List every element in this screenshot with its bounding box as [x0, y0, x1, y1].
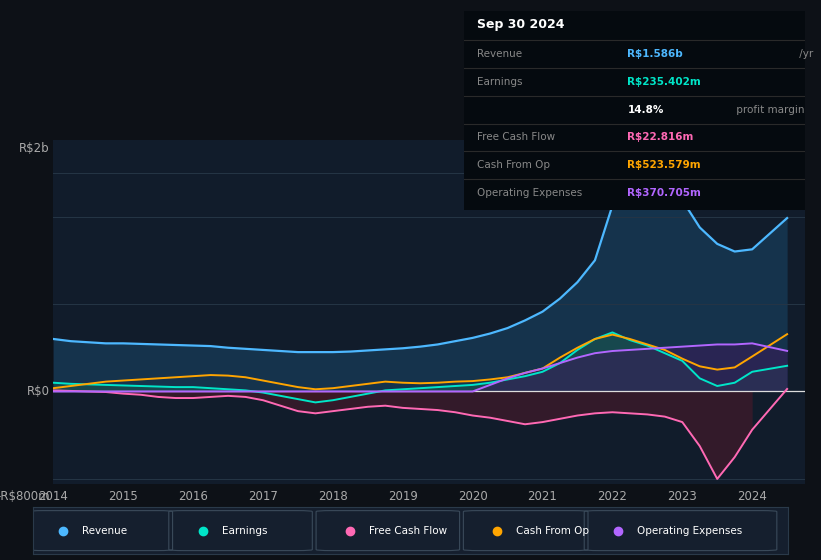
Text: profit margin: profit margin — [733, 105, 805, 115]
Text: Revenue: Revenue — [478, 49, 523, 59]
Text: R$235.402m: R$235.402m — [627, 77, 701, 87]
Text: Operating Expenses: Operating Expenses — [478, 188, 583, 198]
Text: 14.8%: 14.8% — [627, 105, 664, 115]
Text: Revenue: Revenue — [82, 526, 127, 535]
Text: Earnings: Earnings — [222, 526, 267, 535]
Text: R$0: R$0 — [26, 385, 49, 398]
Text: R$22.816m: R$22.816m — [627, 132, 694, 142]
Text: Cash From Op: Cash From Op — [516, 526, 589, 535]
Text: R$370.705m: R$370.705m — [627, 188, 701, 198]
Text: Free Cash Flow: Free Cash Flow — [369, 526, 447, 535]
Text: -R$800m: -R$800m — [0, 489, 49, 503]
Text: /yr: /yr — [818, 132, 821, 142]
Text: R$2b: R$2b — [19, 142, 49, 155]
Text: R$523.579m: R$523.579m — [627, 160, 701, 170]
Text: R$1.586b: R$1.586b — [627, 49, 683, 59]
Text: Free Cash Flow: Free Cash Flow — [478, 132, 556, 142]
Text: /yr: /yr — [796, 49, 814, 59]
Text: Sep 30 2024: Sep 30 2024 — [478, 17, 565, 31]
Text: Operating Expenses: Operating Expenses — [637, 526, 742, 535]
Text: Cash From Op: Cash From Op — [478, 160, 551, 170]
Text: Earnings: Earnings — [478, 77, 523, 87]
